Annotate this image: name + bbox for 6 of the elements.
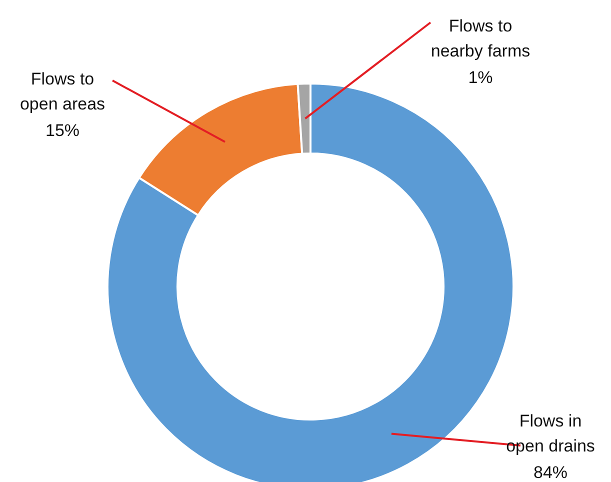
data-label: 84% (533, 463, 568, 482)
slice-label: Flows to open areas (20, 70, 106, 114)
slice-label: Flows to nearby farms (430, 16, 530, 60)
data-label: 1% (468, 68, 493, 87)
data-label: 15% (45, 121, 80, 140)
slice-label: Flows in open drains (506, 412, 595, 456)
